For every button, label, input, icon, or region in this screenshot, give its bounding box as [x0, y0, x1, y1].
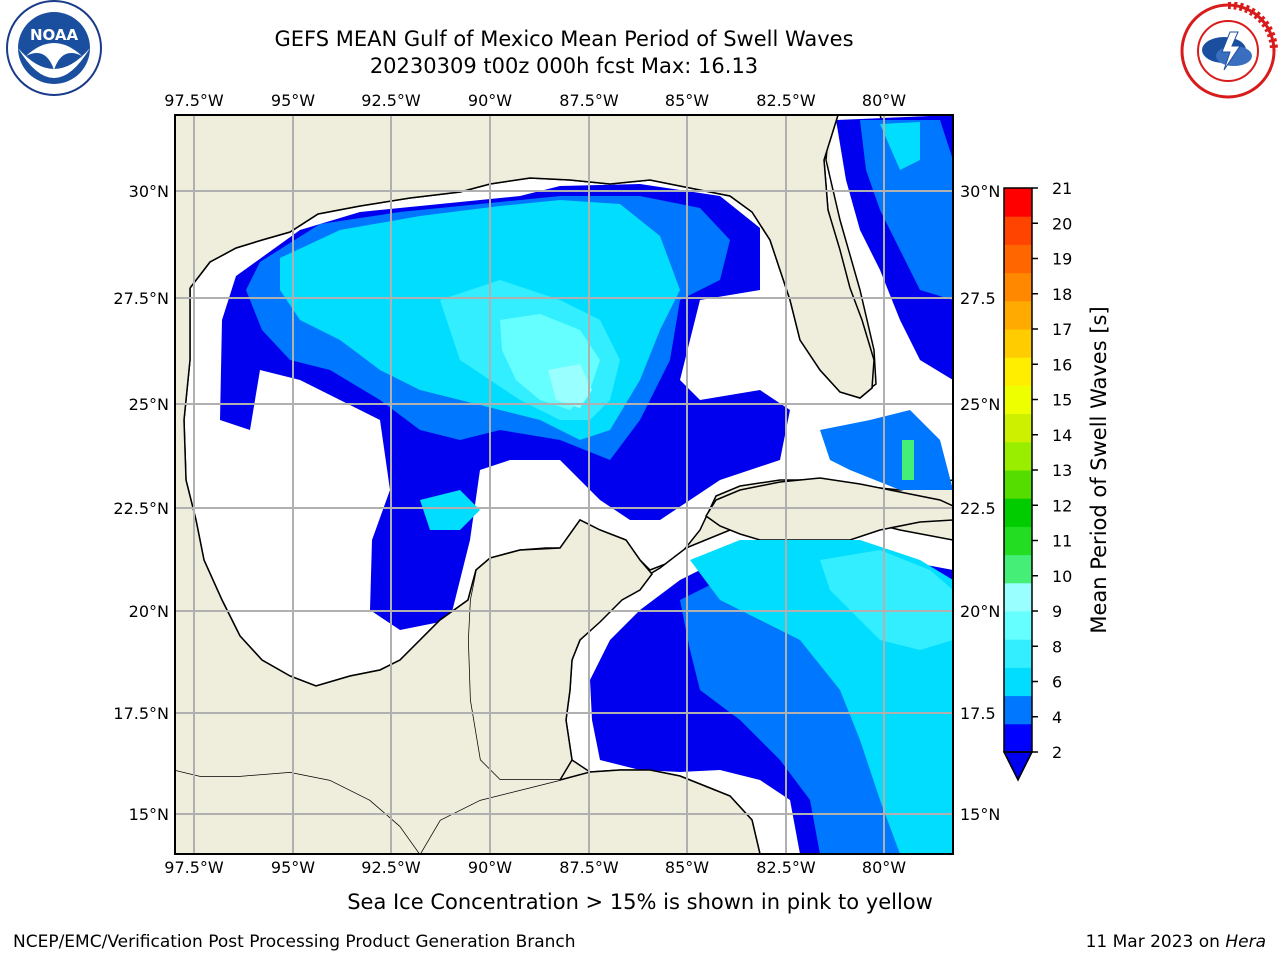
lon-label: 92.5°W	[361, 91, 421, 110]
title-line-1: GEFS MEAN Gulf of Mexico Mean Period of …	[274, 27, 854, 51]
colorbar-tick-label: 15	[1052, 391, 1072, 410]
colorbar-tick-label: 11	[1052, 532, 1072, 551]
colorbar-tick-label: 16	[1052, 355, 1072, 374]
colorbar	[1004, 188, 1032, 753]
footer-host: Hera	[1225, 932, 1266, 952]
colorbar-segment	[1004, 554, 1032, 584]
lon-label: 92.5°W	[361, 858, 421, 877]
lat-label: 17.5°N	[113, 704, 169, 723]
chart-title: GEFS MEAN Gulf of Mexico Mean Period of …	[274, 26, 853, 80]
colorbar-segment	[1004, 216, 1032, 245]
lat-label: 15°N	[960, 805, 1000, 824]
lat-label: 30°N	[960, 182, 1000, 201]
lat-labels-right: 30°N 27.5 25°N 22.5 20°N 17.5 15°N	[960, 182, 1000, 824]
lon-label: 97.5°W	[164, 858, 224, 877]
lon-label: 82.5°W	[756, 858, 816, 877]
colorbar-segment	[1004, 272, 1032, 302]
lat-label: 22.5°N	[113, 499, 169, 518]
colorbar-tick-label: 21	[1052, 179, 1072, 198]
colorbar-extend-arrow	[1002, 751, 1034, 782]
lon-label: 87.5°W	[559, 91, 619, 110]
colorbar-tick-label: 18	[1052, 285, 1072, 304]
lat-label: 25°N	[129, 395, 169, 414]
coastline	[183, 115, 875, 687]
colorbar-tick-label: 8	[1052, 637, 1062, 656]
colorbar-tick-label: 14	[1052, 426, 1072, 445]
mexico-land	[175, 115, 874, 854]
lon-label: 80°W	[862, 858, 906, 877]
lat-label: 20°N	[129, 602, 169, 621]
colorbar-tick-label: 19	[1052, 250, 1072, 269]
nws-logo-icon	[1180, 2, 1278, 99]
title-line-2: 20230309 t00z 000h fcst Max: 16.13	[369, 54, 759, 78]
svg-text:NOAA: NOAA	[30, 26, 79, 44]
colorbar-tick-label: 4	[1052, 708, 1062, 727]
lat-labels-left: 30°N 27.5°N 25°N 22.5°N 20°N 17.5°N 15°N	[113, 182, 169, 824]
lon-label: 80°W	[862, 91, 906, 110]
footer-credit: NCEP/EMC/Verification Post Processing Pr…	[13, 932, 576, 952]
graticule	[175, 115, 953, 854]
lon-label: 95°W	[271, 858, 315, 877]
colorbar-segment	[1004, 498, 1032, 527]
lon-label: 85°W	[665, 91, 709, 110]
colorbar-tick-label: 10	[1052, 567, 1072, 586]
lat-label: 15°N	[129, 805, 169, 824]
colorbar-segment	[1004, 667, 1032, 697]
lon-label: 90°W	[468, 858, 512, 877]
lat-label: 25°N	[960, 395, 1000, 414]
colorbar-segment	[1004, 188, 1032, 217]
lat-label: 27.5	[960, 289, 996, 308]
lon-labels-top: 97.5°W 95°W 92.5°W 90°W 87.5°W 85°W 82.5…	[164, 91, 906, 110]
colorbar-tick-label: 12	[1052, 496, 1072, 515]
lon-label: 97.5°W	[164, 91, 224, 110]
colorbar-segment	[1004, 357, 1032, 386]
colorbar-tick-label: 20	[1052, 214, 1072, 233]
noaa-logo-icon: NOAA	[6, 0, 102, 96]
colorbar-segment	[1004, 385, 1032, 415]
lat-label: 20°N	[960, 602, 1000, 621]
colorbar-segment	[1004, 611, 1032, 640]
colorbar-segment	[1004, 300, 1032, 330]
lon-label: 82.5°W	[756, 91, 816, 110]
colorbar-tick-label: 6	[1052, 673, 1062, 692]
colorbar-ticks: 21 20 19 18 17 16 15 14 13 12 11 10 9 8 6 4 2	[1032, 179, 1072, 762]
colorbar-segment	[1004, 639, 1032, 668]
swell-field	[220, 115, 953, 854]
colorbar-segment	[1004, 695, 1032, 725]
colorbar-segment	[1004, 244, 1032, 274]
sea-ice-note: Sea Ice Concentration > 15% is shown in …	[347, 890, 933, 914]
footer-date-text: 11 Mar 2023 on	[1085, 932, 1226, 952]
lon-label: 85°W	[665, 858, 709, 877]
colorbar-segment	[1004, 470, 1032, 499]
colorbar-tick-label: 2	[1052, 743, 1062, 762]
colorbar-tick-label: 17	[1052, 320, 1072, 339]
colorbar-segment	[1004, 582, 1032, 612]
footer-date: 11 Mar 2023 on Hera	[1086, 932, 1266, 952]
colorbar-tick-label: 13	[1052, 461, 1072, 480]
lon-label: 87.5°W	[559, 858, 619, 877]
lat-label: 17.5	[960, 704, 996, 723]
lat-label: 27.5°N	[113, 289, 169, 308]
colorbar-segment	[1004, 413, 1032, 443]
lon-label: 90°W	[468, 91, 512, 110]
colorbar-tick-label: 9	[1052, 602, 1062, 621]
map-area	[175, 115, 953, 854]
colorbar-segment	[1004, 723, 1032, 753]
lon-label: 95°W	[271, 91, 315, 110]
colorbar-label: Mean Period of Swell Waves [s]	[1087, 306, 1111, 633]
lon-labels-bottom: 97.5°W 95°W 92.5°W 90°W 87.5°W 85°W 82.5…	[164, 858, 906, 877]
map-frame	[174, 114, 954, 855]
colorbar-segment	[1004, 441, 1032, 471]
colorbar-segment	[1004, 329, 1032, 358]
lat-label: 30°N	[129, 182, 169, 201]
lat-label: 22.5	[960, 499, 996, 518]
colorbar-segment	[1004, 526, 1032, 556]
